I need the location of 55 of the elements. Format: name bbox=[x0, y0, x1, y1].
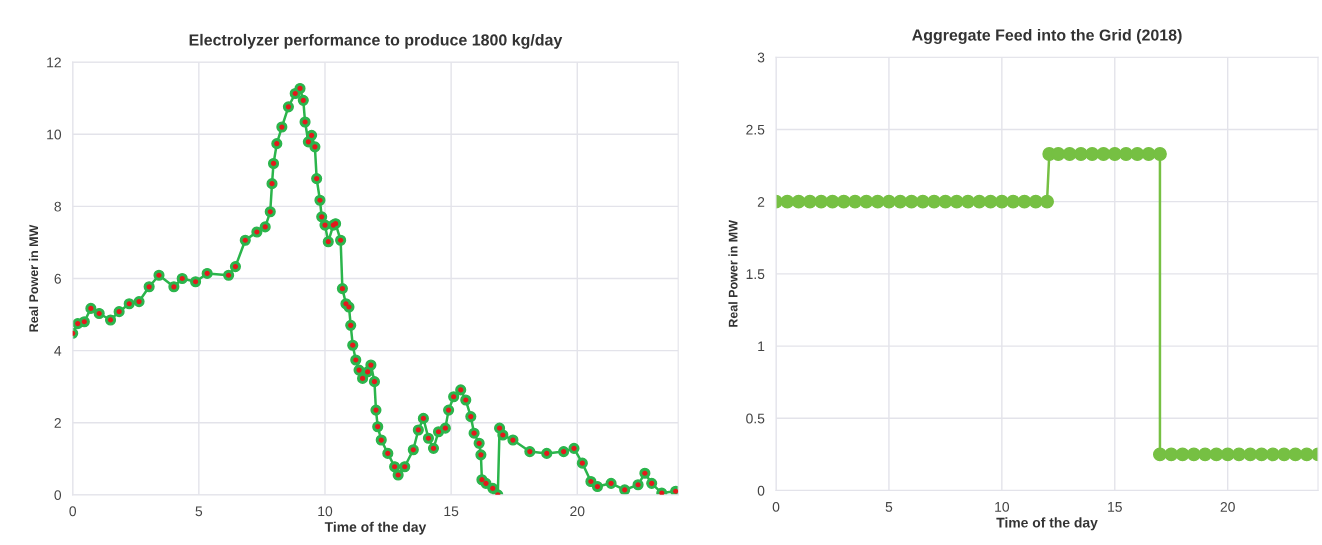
point bbox=[1040, 194, 1054, 209]
x-tick-label: 0 bbox=[69, 506, 77, 517]
point bbox=[927, 194, 942, 209]
x-axis-title: Time of the day bbox=[996, 517, 1098, 531]
y-tick-label: 2 bbox=[757, 196, 765, 207]
point bbox=[1152, 147, 1167, 161]
point bbox=[1096, 147, 1111, 161]
x-tick-label: 15 bbox=[1108, 502, 1122, 512]
point bbox=[1198, 447, 1213, 462]
x-tick-label: 15 bbox=[444, 506, 459, 517]
y-axis-title: Real Power in MW bbox=[728, 220, 738, 327]
x-tick-label: 10 bbox=[995, 501, 1010, 512]
y-tick-label: 4 bbox=[54, 346, 62, 356]
x-tick-label: 20 bbox=[570, 506, 585, 517]
point bbox=[1085, 147, 1100, 161]
chart-title: Aggregate Feed into the Grid (2018) bbox=[912, 28, 1182, 44]
y-tick-label: 2 bbox=[54, 418, 61, 428]
point bbox=[1141, 147, 1156, 161]
y-tick-label: 0.5 bbox=[746, 413, 765, 424]
x-axis-title: Time of the day bbox=[324, 521, 427, 535]
x-tick-label: 0 bbox=[772, 501, 780, 512]
x-tick-label: 5 bbox=[885, 502, 893, 512]
y-tick-label: 6 bbox=[54, 273, 61, 284]
point bbox=[1232, 447, 1246, 462]
x-tick-label: 20 bbox=[1220, 501, 1235, 512]
point bbox=[961, 194, 975, 209]
y-tick-label: 12 bbox=[47, 57, 61, 68]
x-tick-label: 5 bbox=[195, 506, 203, 517]
point bbox=[1051, 147, 1066, 161]
point bbox=[1164, 447, 1179, 462]
point bbox=[1073, 147, 1088, 161]
point bbox=[1209, 447, 1224, 462]
chart-title: Electrolyzer performance to produce 1800 kg/day bbox=[189, 33, 563, 49]
y-tick-label: 1.5 bbox=[746, 269, 765, 280]
point bbox=[893, 194, 908, 209]
y-tick-label: 8 bbox=[54, 201, 61, 212]
point bbox=[1062, 147, 1077, 161]
y-axis-title: Real Power in MW bbox=[28, 224, 39, 332]
x-tick-label: 10 bbox=[318, 506, 333, 517]
point bbox=[915, 194, 930, 209]
point bbox=[1119, 147, 1134, 161]
y-tick-label: 2.5 bbox=[746, 124, 765, 135]
point bbox=[848, 194, 863, 209]
point bbox=[1006, 194, 1021, 209]
point bbox=[1107, 147, 1122, 161]
y-tick-label: 3 bbox=[757, 52, 765, 63]
point bbox=[791, 194, 806, 209]
y-tick-label: 0 bbox=[54, 490, 62, 501]
point bbox=[1130, 147, 1145, 161]
point bbox=[881, 194, 896, 209]
y-tick-label: 10 bbox=[47, 129, 62, 140]
point bbox=[814, 194, 829, 209]
y-tick-label: 0 bbox=[757, 485, 765, 496]
point bbox=[1152, 447, 1167, 462]
y-tick-label: 1 bbox=[758, 341, 765, 352]
